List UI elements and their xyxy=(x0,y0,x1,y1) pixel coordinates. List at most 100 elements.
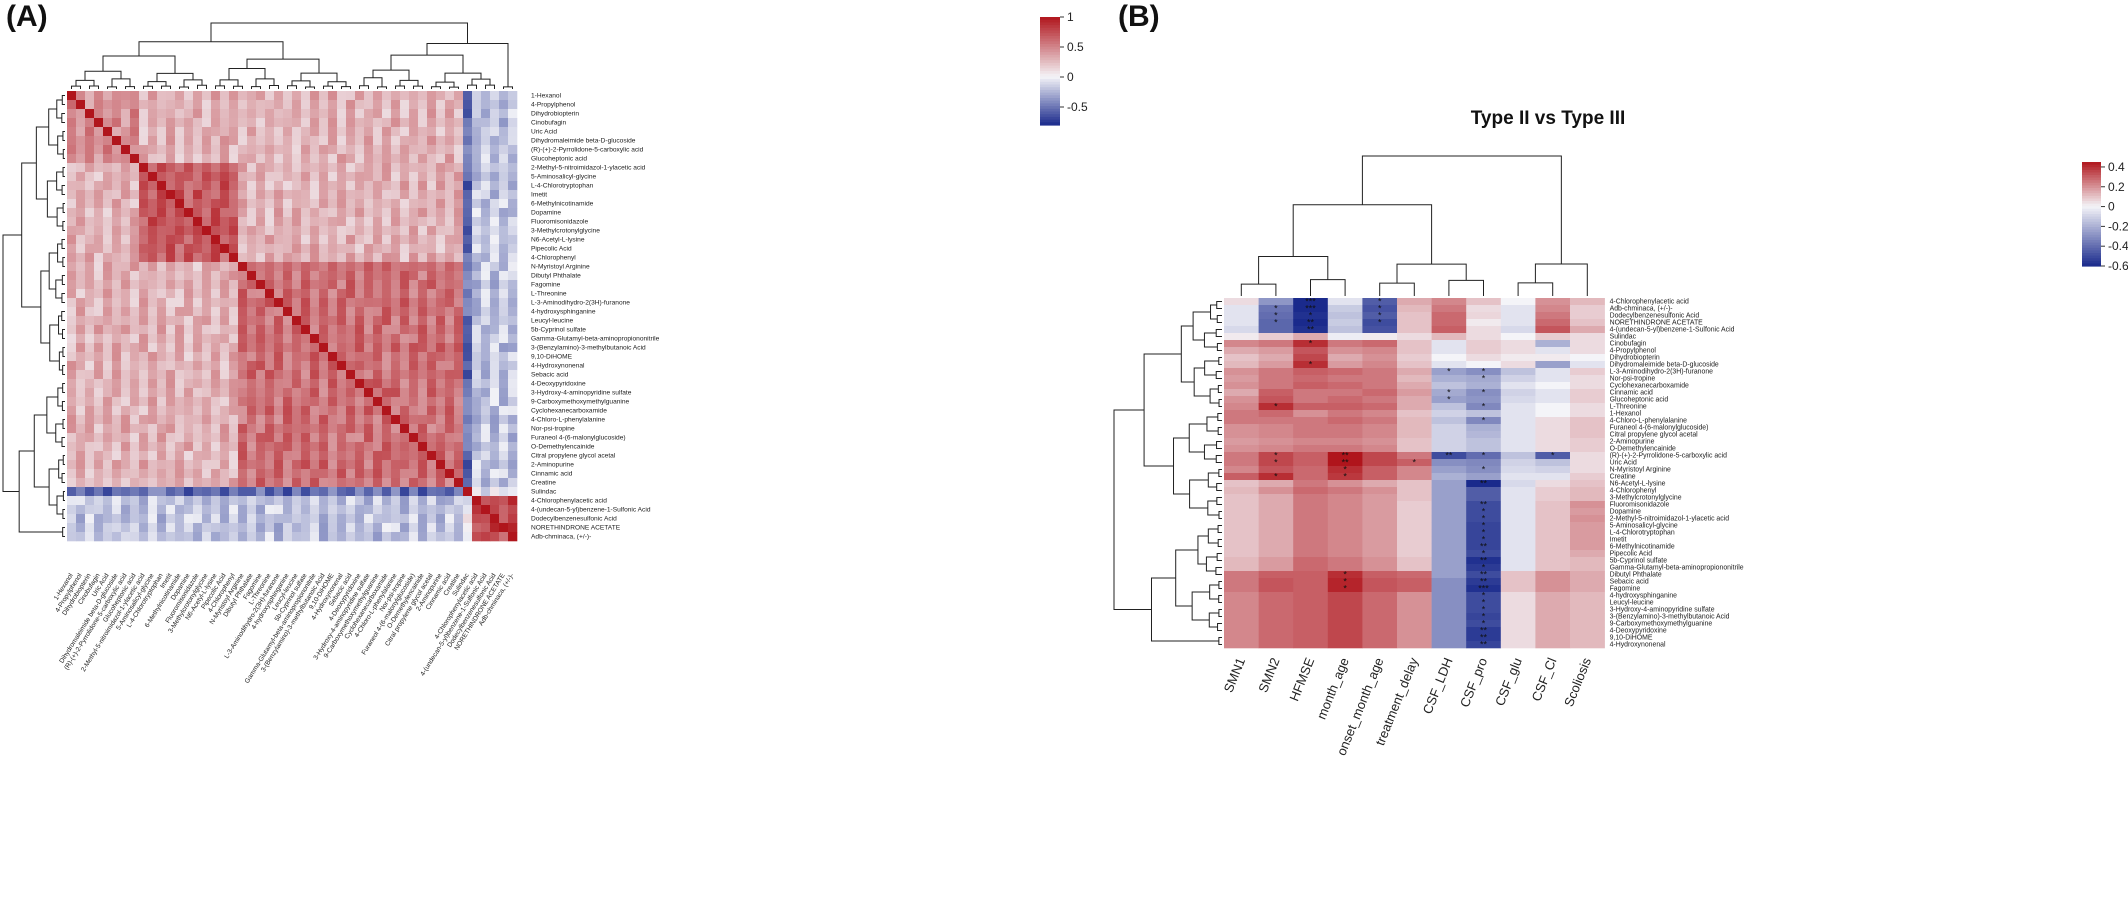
heatmap-a-cell xyxy=(229,280,239,290)
heatmap-a-cell xyxy=(175,487,185,497)
heatmap-a-cell xyxy=(364,136,374,146)
heatmap-b-row-label: Pipecolic Acid xyxy=(1610,551,1653,558)
heatmap-a-cell xyxy=(229,469,239,479)
heatmap-a-cell xyxy=(490,379,500,389)
heatmap-a-cell xyxy=(400,325,410,335)
heatmap-b-cell xyxy=(1258,543,1294,551)
heatmap-a-cell xyxy=(490,469,500,479)
heatmap-b-cell xyxy=(1535,410,1571,418)
heatmap-a-cell xyxy=(346,496,356,506)
heatmap-a-cell xyxy=(265,361,275,371)
heatmap-a-cell xyxy=(382,181,392,191)
heatmap-a-cell xyxy=(112,154,122,164)
heatmap-a-cell xyxy=(463,496,473,506)
heatmap-b-cell xyxy=(1258,627,1294,635)
heatmap-b-colorbar-segment xyxy=(2082,198,2101,202)
heatmap-b-colorbar-label: 0.2 xyxy=(2108,180,2125,194)
heatmap-a-row-label: Cyclohexanecarboxamide xyxy=(531,408,607,415)
heatmap-a-cell xyxy=(391,415,401,425)
heatmap-a-cell xyxy=(499,343,509,353)
heatmap-a-cell xyxy=(301,91,311,101)
heatmap-a-cell xyxy=(427,478,437,488)
heatmap-a-cell xyxy=(274,442,284,452)
heatmap-b-cell xyxy=(1327,641,1363,649)
heatmap-b-cell xyxy=(1224,333,1259,341)
heatmap-a-cell xyxy=(364,379,374,389)
heatmap-a-cell xyxy=(265,325,275,335)
heatmap-a-cell xyxy=(328,118,338,128)
heatmap-b-significance-mark: * xyxy=(1482,563,1486,573)
heatmap-a-cell xyxy=(337,172,347,182)
heatmap-a-cell xyxy=(193,370,203,380)
heatmap-a-cell xyxy=(490,370,500,380)
heatmap-a-cell xyxy=(373,316,383,326)
heatmap-a-cell xyxy=(418,307,428,317)
heatmap-a-cell xyxy=(481,280,491,290)
dendrogram-b-left-branch xyxy=(1218,511,1222,519)
heatmap-b-cell xyxy=(1535,417,1571,425)
heatmap-a-cell xyxy=(103,307,113,317)
heatmap-a-cell xyxy=(337,298,347,308)
heatmap-a-cell xyxy=(346,217,356,227)
heatmap-b-cell xyxy=(1224,592,1259,600)
heatmap-a-cell xyxy=(472,289,482,299)
heatmap-a-cell xyxy=(256,271,266,281)
heatmap-a-cell xyxy=(400,235,410,245)
dendrogram-b-left-branch xyxy=(1218,609,1222,617)
heatmap-a-cell xyxy=(472,334,482,344)
heatmap-a-cell xyxy=(112,316,122,326)
heatmap-b-significance-mark: * xyxy=(1482,619,1486,629)
heatmap-a-cell xyxy=(436,253,446,263)
heatmap-a-cell xyxy=(148,262,158,272)
heatmap-a-cell xyxy=(292,307,302,317)
heatmap-a-cell xyxy=(499,190,509,200)
dendrogram-b-left-branch xyxy=(1203,332,1218,348)
heatmap-b-cell xyxy=(1258,592,1294,600)
dendrogram-b-left-branch xyxy=(1218,637,1222,645)
heatmap-a-cell xyxy=(508,280,518,290)
heatmap-a-cell xyxy=(328,406,338,416)
heatmap-a-cell xyxy=(202,181,212,191)
heatmap-a-cell xyxy=(76,109,86,119)
heatmap-a-cell xyxy=(400,451,410,461)
heatmap-a-cell xyxy=(436,307,446,317)
heatmap-a-cell xyxy=(301,226,311,236)
heatmap-a-cell xyxy=(265,163,275,173)
heatmap-a-cell xyxy=(175,91,185,101)
heatmap-a-cell xyxy=(193,325,203,335)
heatmap-a-cell xyxy=(229,397,239,407)
heatmap-a-cell xyxy=(355,271,365,281)
heatmap-a-cell xyxy=(202,127,212,137)
heatmap-a-cell xyxy=(364,154,374,164)
heatmap-b-row-label: Cyclohexanecarboxamide xyxy=(1610,383,1689,390)
heatmap-a-cell xyxy=(166,514,176,524)
heatmap-a-cell xyxy=(301,406,311,416)
heatmap-a-cell xyxy=(418,388,428,398)
dendrogram-b-top-branch xyxy=(1379,282,1415,296)
heatmap-b-cell xyxy=(1327,354,1363,362)
heatmap-a-cell xyxy=(247,298,257,308)
heatmap-a-cell xyxy=(229,460,239,470)
heatmap-b-cell xyxy=(1362,319,1398,327)
heatmap-a-cell xyxy=(463,109,473,119)
heatmap-b-cell xyxy=(1327,361,1363,369)
heatmap-b-cell xyxy=(1570,445,1605,453)
heatmap-a-cell xyxy=(337,487,347,497)
heatmap-a-cell xyxy=(121,208,131,218)
heatmap-a-cell xyxy=(337,514,347,524)
heatmap-b-significance-mark: * xyxy=(1482,416,1486,426)
heatmap-b-cell xyxy=(1293,606,1329,614)
heatmap-a-cell xyxy=(76,298,86,308)
heatmap-a-cell xyxy=(382,370,392,380)
heatmap-a-cell xyxy=(184,370,194,380)
heatmap-a-cell xyxy=(346,307,356,317)
heatmap-a-cell xyxy=(256,289,266,299)
heatmap-a-cell xyxy=(499,532,509,542)
heatmap-a-cell xyxy=(319,343,329,353)
heatmap-a-cell xyxy=(130,496,140,506)
heatmap-a-cell xyxy=(121,199,131,209)
heatmap-a-cell xyxy=(373,460,383,470)
heatmap-a-cell xyxy=(121,442,131,452)
heatmap-a-cell xyxy=(382,91,392,101)
heatmap-a-cell xyxy=(499,514,509,524)
